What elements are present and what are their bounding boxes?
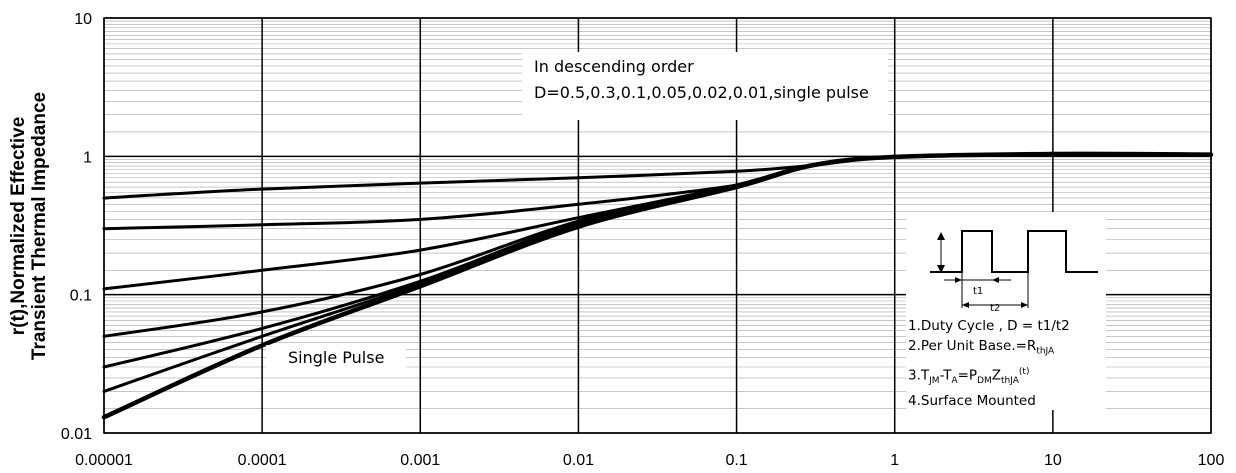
order-annotation: In descending order D=0.5,0.3,0.1,0.05,0… [522,52,888,120]
note-duty-cycle: 1.Duty Cycle , D = t1/t2 [908,318,1070,334]
x-tick-label: 10 [1044,452,1062,469]
single-pulse-label: Single Pulse [266,345,406,373]
series-line-7 [101,151,1214,420]
t1-arrowhead-left [992,277,999,283]
note-surface-mounted: 4.Surface Mounted [908,392,1036,409]
x-tick-label: 0.001 [400,452,440,469]
y-tick-label: 0.01 [61,426,92,443]
order-annotation-line1: In descending order [534,57,694,76]
y-tick-label: 10 [74,11,92,28]
t1-label: t1 [973,286,983,297]
x-tick-label: 0.0001 [238,452,287,469]
x-tick-labels: 0.00001 0.0001 0.001 0.01 0.1 1 10 100 [75,452,1224,469]
t1-arrowhead-right [955,277,962,283]
x-tick-label: 100 [1198,452,1225,469]
x-tick-label: 0.01 [563,452,594,469]
pulse-height-arrowhead-up [937,232,945,240]
y-axis-label-line2: Transient Thermal Impedance [29,92,50,360]
pulse-waveform-diagram: t1 t2 [930,230,1098,314]
x-tick-label: 0.00001 [75,452,133,469]
series-line-1 [102,152,1213,200]
x-tick-label: 0.1 [725,452,747,469]
t2-arrowhead-right [1021,302,1028,308]
y-tick-label: 1 [83,149,92,166]
y-axis-label-line1: r(t),Normalized Effective [8,117,29,336]
t2-label: t2 [990,303,1000,314]
plot-frame [103,17,1212,434]
notes-box: t1 t2 1.Duty Cycle , D = t1/t2 2.Per Uni… [906,212,1106,410]
pulse-height-arrowhead-down [937,265,945,273]
note-per-unit-base: 2.Per Unit Base.=RthJA [908,338,1055,357]
t2-arrowhead-left [962,302,969,308]
note-temperature-rise: 3.TJM-TA=PDMZthJA(t) [908,366,1030,386]
y-tick-labels: 10 1 0.1 0.01 [61,11,92,443]
order-annotation-line2: D=0.5,0.3,0.1,0.05,0.02,0.01,single puls… [534,83,869,102]
series-layer [101,151,1214,420]
pulse-waveform [930,230,1098,273]
y-tick-label: 0.1 [70,288,92,305]
x-tick-label: 1 [890,452,899,469]
